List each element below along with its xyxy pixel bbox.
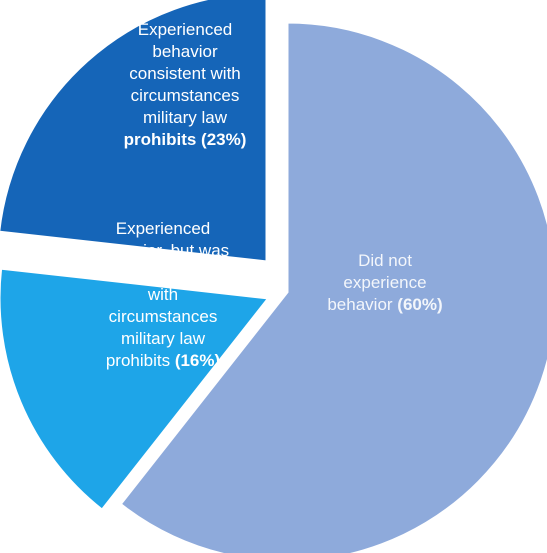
slice-label-segment: military law <box>143 108 228 127</box>
slice-label-segment: (23%) <box>201 130 246 149</box>
slice-label-segment: Experienced <box>138 20 233 39</box>
slice-label-segment: not <box>109 263 136 282</box>
slice-label-segment: (16%) <box>175 351 220 370</box>
slice-label-segment: prohibits <box>124 130 201 149</box>
slice-label: Experienced behavior consistent with circum… <box>124 20 247 149</box>
pie-slice <box>0 266 272 513</box>
slice-label-segment: behavior <box>152 42 218 61</box>
pie-slice <box>0 0 269 264</box>
slice-label: Did not experience behavior (60%) <box>327 251 442 314</box>
slice-label-segment: prohibits <box>106 351 175 370</box>
slice-label: Experienced behavior, but was not consiste… <box>97 219 229 370</box>
slice-label-segment: (60%) <box>397 295 442 314</box>
slice-label-segment: behavior, but was <box>97 241 229 260</box>
slice-label-segment: military law <box>121 329 206 348</box>
slice-label-segment: Experienced <box>116 219 211 238</box>
slice-label-segment: with <box>147 285 178 304</box>
slice-label-segment: behavior <box>327 295 397 314</box>
slice-label-segment: circumstances <box>109 307 218 326</box>
slice-label-segment: Did not <box>358 251 412 270</box>
slice-label-segment: experience <box>343 273 426 292</box>
slice-label-segment: consistent with <box>129 64 241 83</box>
slice-label-segment: circumstances <box>131 86 240 105</box>
slice-label-segment: consistent <box>136 263 218 282</box>
pie-slice <box>117 20 547 553</box>
